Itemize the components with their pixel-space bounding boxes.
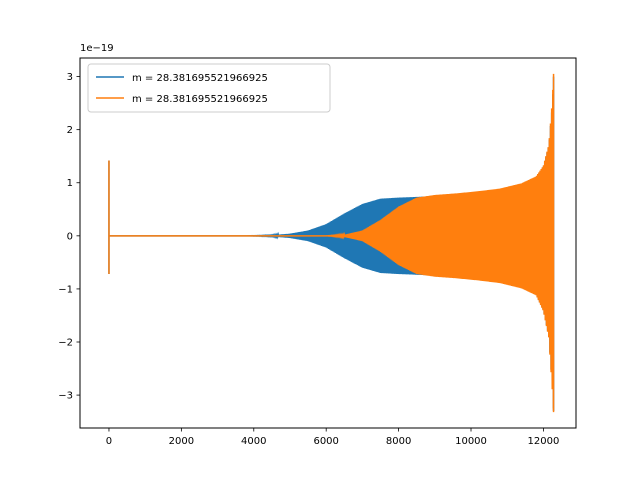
legend-box [87,63,331,113]
x-tick-label: 4000 [241,436,266,447]
x-tick-label: 0 [106,436,112,447]
x-tick-label: 6000 [313,436,338,447]
y-tick-label: −3 [58,391,73,402]
y-tick-label: 1 [67,178,73,189]
y-offset-text: 1e−19 [80,43,114,54]
legend-label-2: m = 28.381695521966925 [132,94,268,105]
legend-label-1: m = 28.381695521966925 [132,73,268,84]
plot-frame [79,57,577,429]
x-axis: 0 2000 4000 6000 8000 10000 12000 [106,428,560,447]
x-tick-label: 10000 [455,436,487,447]
x-tick-label: 8000 [386,436,411,447]
series-layer [108,73,555,413]
y-axis: −3 −2 −1 0 1 2 3 [58,72,80,402]
y-tick-label: 3 [67,72,73,83]
y-tick-label: 2 [67,125,73,136]
y-tick-label: 0 [67,231,73,242]
series-line-2 [108,73,555,413]
legend: m = 28.381695521966925 m = 28.38169552196… [87,63,331,113]
x-tick-label: 2000 [169,436,194,447]
x-tick-label: 12000 [528,436,560,447]
y-tick-label: −1 [58,284,73,295]
y-tick-label: −2 [58,338,73,349]
